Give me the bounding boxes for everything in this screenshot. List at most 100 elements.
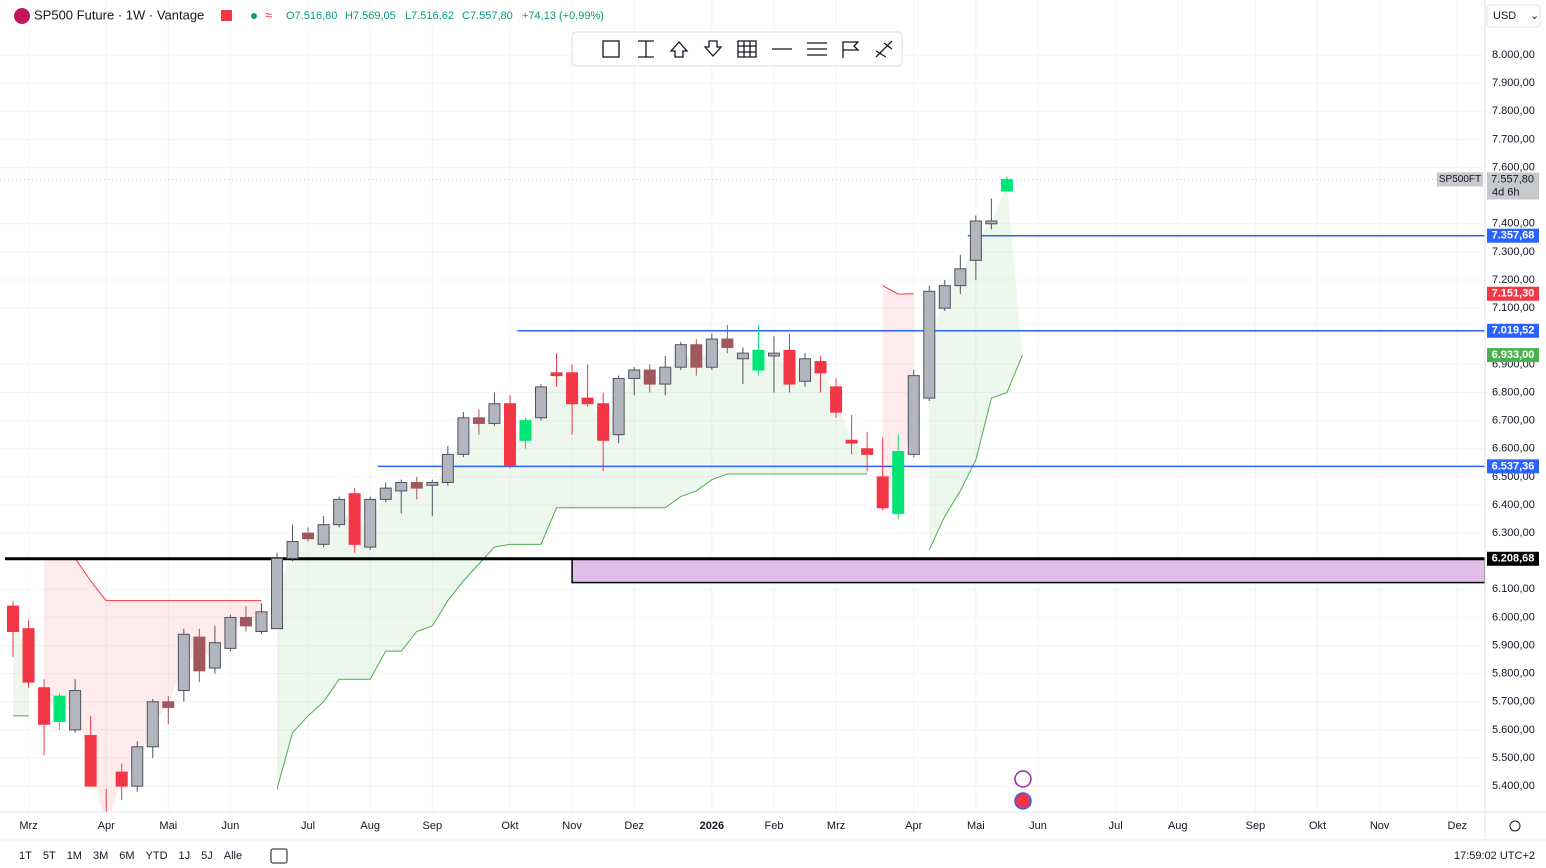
candle-body (395, 481, 408, 492)
x-tick-label: Jun (222, 820, 240, 832)
candle-body (7, 605, 19, 632)
range-button[interactable]: 3M (93, 850, 108, 862)
candle-body (892, 451, 905, 514)
candle-body (566, 372, 579, 405)
candle-body (830, 386, 843, 413)
candle-body (22, 628, 35, 683)
candle-body (302, 532, 315, 540)
range-button[interactable]: 1T (19, 850, 32, 862)
currency-caret: ⌄ (1530, 10, 1539, 22)
y-tick-label: 6.100,00 (1492, 583, 1535, 595)
candle-body (985, 220, 998, 225)
candle-body (861, 448, 874, 455)
range-button[interactable]: 1M (67, 850, 82, 862)
last-price-label: 7.557,80 (1491, 173, 1534, 185)
flag-icon[interactable] (221, 10, 232, 21)
range-button[interactable]: Alle (224, 850, 242, 862)
candle-body (457, 417, 470, 455)
candle-body (752, 349, 765, 371)
price-badge-label: 7.019,52 (1492, 325, 1535, 337)
candle-body (503, 403, 516, 467)
candle-body (612, 377, 625, 436)
range-button[interactable]: 5J (201, 850, 213, 862)
trail-line (13, 354, 1023, 790)
candle-body (364, 498, 377, 548)
candle-body (659, 366, 672, 385)
symbol-badge-label: SP500FT (1439, 174, 1481, 185)
range-button[interactable]: YTD (146, 850, 168, 862)
settings-icon[interactable] (1509, 820, 1521, 832)
candle-body (938, 285, 951, 309)
event-icon[interactable] (1014, 770, 1032, 788)
tool-flag[interactable] (842, 41, 860, 58)
price-badge (1487, 551, 1539, 566)
candle-body (628, 369, 641, 379)
candle-body (814, 361, 827, 374)
y-tick-label: 6.600,00 (1492, 443, 1535, 455)
tool-more[interactable] (875, 40, 893, 58)
currency-label[interactable]: USD (1493, 10, 1516, 22)
last-price-badge (1487, 172, 1539, 200)
x-tick-label: Mrz (19, 820, 37, 832)
trail-fill (882, 285, 914, 493)
y-tick-label: 7.900,00 (1492, 77, 1535, 89)
symbol-logo (14, 8, 30, 24)
candle-body (690, 344, 703, 368)
tool-grid[interactable] (737, 40, 757, 58)
x-tick-label: Apr (905, 820, 922, 832)
x-tick-label: Feb (764, 820, 783, 832)
candle-body (643, 369, 656, 385)
y-tick-label: 5.500,00 (1492, 752, 1535, 764)
x-tick-label: Jul (1109, 820, 1123, 832)
price-badge (1487, 459, 1539, 474)
ohlc-low: L7.516,62 (405, 10, 454, 22)
candle-body (255, 611, 268, 632)
ohlc-change: +74,13 (+0,99%) (522, 10, 604, 22)
ohlc-high: H7.569,05 (345, 10, 396, 22)
candle-body (224, 616, 237, 649)
clock: 17:59:02 UTC+2 (1454, 850, 1535, 862)
status-dot (251, 13, 257, 19)
x-tick-label: 2026 (700, 820, 724, 832)
x-tick-label: Okt (1309, 820, 1326, 832)
y-tick-label: 6.400,00 (1492, 499, 1535, 511)
x-tick-label: Okt (501, 820, 518, 832)
economic-event-icon[interactable] (1014, 792, 1032, 810)
countdown-label: 4d 6h (1492, 186, 1520, 198)
x-tick-label: Dez (1448, 820, 1468, 832)
candle-body (799, 358, 812, 382)
candle-body (379, 487, 392, 500)
trail-fill (13, 618, 29, 716)
symbol-title[interactable]: SP500 Future · 1W · Vantage (34, 7, 204, 22)
range-button[interactable]: 6M (119, 850, 134, 862)
currency-select[interactable] (1486, 4, 1541, 28)
tool-long[interactable] (669, 41, 689, 58)
candle-body (721, 338, 734, 349)
tool-rect[interactable] (602, 40, 620, 58)
candle-body (581, 397, 594, 405)
y-tick-label: 7.800,00 (1492, 105, 1535, 117)
x-tick-label: Sep (423, 820, 443, 832)
range-button[interactable]: 1J (179, 850, 191, 862)
tool-lines[interactable] (807, 42, 827, 56)
price-badge (1487, 323, 1539, 338)
y-tick-label: 6.700,00 (1492, 415, 1535, 427)
candle-body (84, 735, 97, 787)
ohlc-open: O7.516,80 (286, 10, 337, 22)
candle-body (535, 386, 548, 419)
candle-body (162, 701, 175, 708)
candle-body (969, 220, 982, 261)
candle-body (271, 557, 284, 630)
y-tick-label: 7.400,00 (1492, 218, 1535, 230)
candle-body (876, 476, 889, 509)
y-tick-label: 5.400,00 (1492, 780, 1535, 792)
candle-body (69, 690, 82, 731)
range-button[interactable]: 5T (43, 850, 56, 862)
trail-line (44, 285, 914, 602)
tool-short[interactable] (703, 40, 723, 57)
y-tick-label: 8.000,00 (1492, 49, 1535, 61)
tool-range[interactable] (638, 40, 654, 58)
date-range-icon[interactable] (270, 848, 288, 864)
y-tick-label: 7.200,00 (1492, 274, 1535, 286)
candle-body (177, 633, 190, 692)
